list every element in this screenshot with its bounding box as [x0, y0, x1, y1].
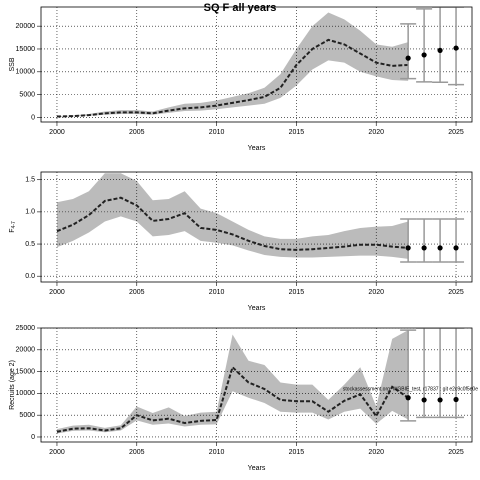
forecast-point: [437, 47, 443, 53]
forecast-point: [421, 52, 427, 58]
y-tick-label: 5000: [19, 91, 35, 98]
forecast-point: [405, 55, 411, 61]
plot-frame: [40, 6, 473, 123]
y-tick-label: 1.0: [25, 209, 35, 216]
x-axis-label: Years: [248, 305, 266, 312]
x-tick-label: 2010: [209, 449, 225, 456]
forecast-point: [421, 397, 427, 403]
y-tick-label: 15000: [16, 368, 36, 375]
y-tick-label: 0.0: [25, 273, 35, 280]
plot-area: [41, 7, 472, 122]
x-tick-label: 2005: [129, 449, 145, 456]
x-tick-label: 2020: [368, 129, 384, 136]
x-tick-label: 2005: [129, 129, 145, 136]
x-tick-label: 2015: [289, 289, 305, 296]
error-bar: [432, 328, 449, 419]
forecast-point: [453, 45, 459, 51]
x-tick-label: 2020: [368, 289, 384, 296]
x-tick-label: 2005: [129, 289, 145, 296]
x-tick-label: 2010: [209, 129, 225, 136]
forecast-point: [405, 245, 411, 251]
confidence-band: [56, 330, 409, 434]
y-axis-label: Recruits (age 2): [9, 360, 16, 410]
annotation: stockassessment.org, WGBIE_test, r17837 …: [343, 386, 478, 392]
plot-area: [41, 328, 472, 442]
x-tick-label: 2025: [448, 449, 464, 456]
y-axis-label: SSB: [9, 57, 16, 71]
y-tick-label: 0.5: [25, 241, 35, 248]
x-tick-label: 2000: [49, 449, 65, 456]
forecast-point: [421, 245, 427, 251]
x-tick-label: 2000: [49, 129, 65, 136]
y-axis-label-main: Recruits (age 2): [9, 360, 16, 410]
forecast-point: [437, 397, 443, 403]
x-tick-label: 2010: [209, 289, 225, 296]
x-tick-label: 2020: [368, 449, 384, 456]
y-axis-label-sub: 4-7: [11, 221, 17, 228]
y-axis-label-main: SSB: [9, 57, 16, 71]
error-bar: [448, 328, 465, 419]
error-bar: [448, 218, 465, 263]
estimate-line: [56, 365, 409, 433]
x-tick-label: 2025: [448, 289, 464, 296]
x-tick-label: 2015: [289, 449, 305, 456]
y-tick-label: 0: [31, 114, 35, 121]
forecast-point: [453, 396, 459, 403]
plot-frame: [40, 171, 473, 283]
error-bar: [400, 23, 417, 80]
x-tick-label: 2015: [289, 129, 305, 136]
error-bar: [400, 329, 417, 422]
y-tick-label: 20000: [16, 347, 36, 354]
forecast-point: [437, 245, 443, 251]
y-tick-label: 15000: [16, 46, 36, 53]
y-tick-label: 1.5: [25, 177, 35, 184]
estimate-line: [56, 196, 409, 251]
plot-frame: [40, 327, 473, 443]
y-axis-label-main: F: [9, 228, 16, 232]
y-tick-label: 20000: [16, 23, 36, 30]
error-bar: [400, 218, 417, 263]
forecast-point: [405, 395, 411, 401]
y-tick-label: 10000: [16, 390, 36, 397]
figure-title: SQ F all years: [204, 2, 277, 14]
x-tick-label: 2025: [448, 129, 464, 136]
estimate-line: [56, 38, 409, 118]
y-tick-label: 25000: [16, 325, 36, 332]
confidence-band: [56, 12, 409, 117]
error-bar: [416, 328, 433, 419]
y-tick-label: 5000: [19, 412, 35, 419]
y-tick-label: 10000: [16, 69, 36, 76]
error-bar: [432, 218, 449, 263]
x-axis-label: Years: [248, 465, 266, 472]
y-axis-label: F4-7: [9, 221, 17, 233]
plot-area: [41, 172, 472, 282]
x-axis-label: Years: [248, 145, 266, 152]
error-bar: [416, 218, 433, 263]
y-tick-label: 0: [31, 434, 35, 441]
forecast-point: [453, 245, 459, 251]
x-tick-label: 2000: [49, 289, 65, 296]
confidence-band: [56, 173, 409, 259]
error-bar: [432, 7, 449, 84]
error-bar: [416, 8, 433, 83]
